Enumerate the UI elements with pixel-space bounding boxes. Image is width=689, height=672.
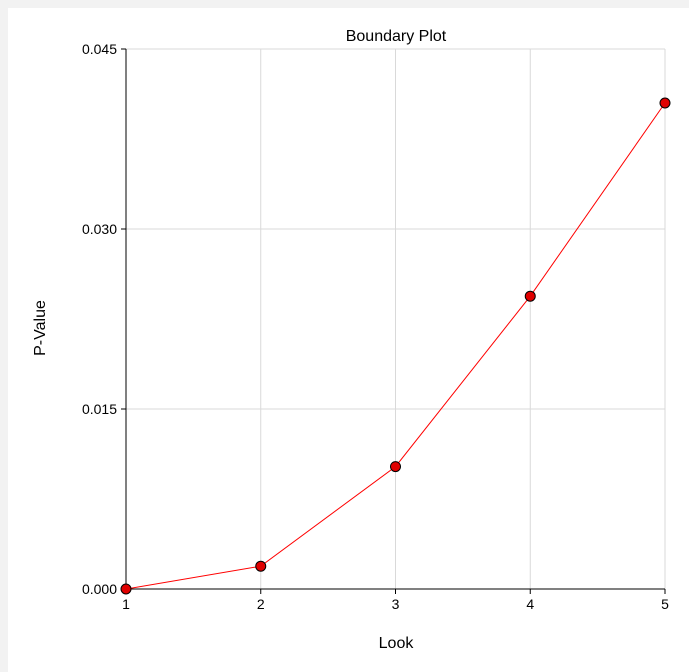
- x-tick-label: 4: [526, 596, 534, 612]
- y-tick-label: 0.045: [82, 41, 117, 57]
- data-point: [390, 461, 401, 473]
- x-tick-label: 3: [392, 596, 400, 612]
- y-tick-label: 0.000: [82, 581, 117, 597]
- chart-title: Boundary Plot: [346, 28, 447, 45]
- labels-layer: 1 2 3 4 5 0.000 0.015 0.030 0.045: [82, 41, 669, 612]
- x-axis-title: Look: [379, 635, 415, 652]
- y-tick-label: 0.015: [82, 401, 117, 417]
- axes-layer: [121, 48, 666, 594]
- x-tick-label: 1: [122, 596, 130, 612]
- data-point: [524, 290, 536, 302]
- series-layer: [120, 97, 671, 595]
- chart-frame: 1 2 3 4 5 0.000 0.015 0.030 0.045 Boundary Plot …: [8, 8, 689, 672]
- data-point: [255, 560, 267, 572]
- x-tick-label: 2: [257, 596, 265, 612]
- x-tick-label: 5: [661, 596, 669, 612]
- grid-layer: [126, 48, 666, 589]
- y-tick-label: 0.030: [82, 221, 117, 237]
- data-point: [659, 97, 671, 109]
- data-point: [120, 583, 132, 595]
- y-axis-title: P-Value: [32, 300, 49, 356]
